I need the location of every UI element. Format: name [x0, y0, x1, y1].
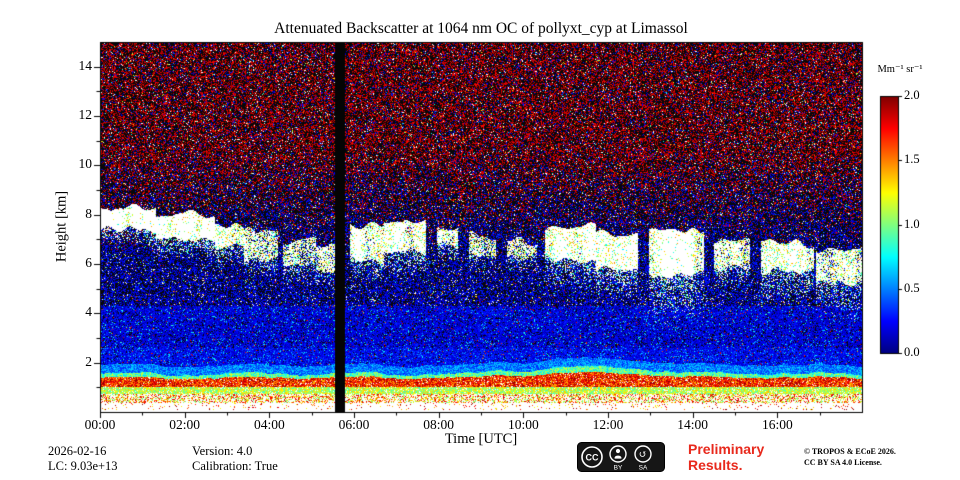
- colorbar-tick-label: 1.5: [904, 152, 920, 167]
- preliminary-notice-line2: Results.: [688, 457, 743, 473]
- colorbar-label: Mm⁻¹ sr⁻¹: [877, 64, 923, 75]
- x-tick-label: 16:00: [761, 417, 793, 432]
- colorbar-tick-label: 0.0: [904, 345, 920, 359]
- x-tick-label: 08:00: [423, 417, 455, 432]
- y-tick-label: 10: [78, 156, 93, 172]
- sa-label: SA: [639, 465, 648, 472]
- copyright-line2: CC BY SA 4.0 License.: [804, 458, 882, 467]
- x-tick-label: 00:00: [84, 417, 116, 432]
- by-person-icon: [609, 445, 627, 463]
- colorbar-tick-label: 0.5: [904, 280, 920, 295]
- y-tick-label: 6: [85, 255, 92, 270]
- y-tick-label: 12: [78, 107, 93, 122]
- cc-by-sa-badge: CC BY ↺ SA: [577, 442, 665, 472]
- copyright-line1: © TROPOS & ECoE 2026.: [804, 447, 896, 456]
- sa-icon: [634, 445, 652, 463]
- x-tick-label: 04:00: [253, 417, 285, 432]
- chart-title: Attenuated Backscatter at 1064 nm OC of …: [274, 20, 688, 37]
- x-tick-label: 14:00: [677, 417, 709, 432]
- y-tick-label: 4: [85, 304, 92, 320]
- by-label: BY: [614, 465, 623, 472]
- y-tick-label: 14: [78, 57, 93, 73]
- by-person-body: [614, 455, 622, 459]
- x-tick-label: 12:00: [592, 417, 624, 432]
- preliminary-notice-line1: Preliminary: [688, 441, 765, 457]
- cc-icon-label: CC: [586, 453, 599, 463]
- by-person-head: [615, 448, 621, 454]
- colorbar-tick-label: 1.0: [904, 216, 920, 231]
- footer-lidar-constant: LC: 9.03e+13: [48, 459, 118, 473]
- sa-arrow-icon: ↺: [639, 450, 647, 461]
- x-tick-label: 06:00: [338, 417, 370, 432]
- footer-version: Version: 4.0: [192, 444, 253, 458]
- footer-date: 2026-02-16: [48, 444, 107, 458]
- y-tick-label: 8: [85, 205, 92, 221]
- x-tick-label: 02:00: [169, 417, 201, 432]
- y-tick-label: 2: [85, 353, 92, 369]
- x-tick-label: 10:00: [507, 417, 539, 432]
- footer-calibration: Calibration: True: [192, 459, 278, 473]
- x-axis-label: Time [UTC]: [444, 431, 518, 447]
- cc-icon: [581, 446, 603, 468]
- colorbar-tick-label: 2.0: [904, 88, 920, 102]
